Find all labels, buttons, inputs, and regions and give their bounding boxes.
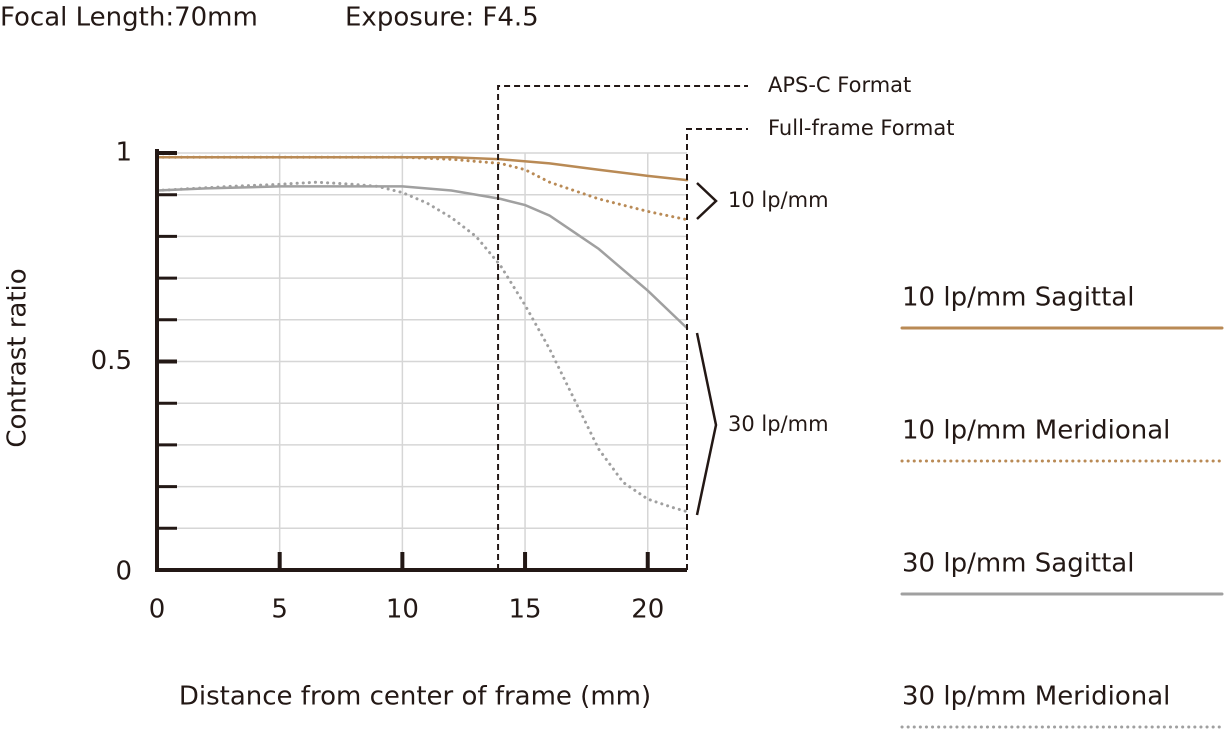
legend-label: 10 lp/mm Meridional: [902, 416, 1170, 446]
legend-label: 30 lp/mm Sagittal: [902, 549, 1134, 579]
x-tick-label: 0: [149, 595, 166, 625]
legend-label: 10 lp/mm Sagittal: [902, 283, 1134, 313]
annotation: 30 lp/mm: [728, 412, 829, 436]
y-tick-label: 1: [115, 138, 132, 168]
format-line: [497, 85, 748, 570]
data-line: [155, 180, 689, 514]
x-tick-label: 5: [271, 595, 288, 625]
annotation: 10 lp/mm: [728, 188, 829, 212]
y-tick-label: 0: [115, 557, 132, 587]
bracket: [695, 332, 718, 516]
y-tick-label: 0.5: [91, 346, 132, 376]
data-line: [155, 155, 689, 222]
x-tick-label: 15: [509, 595, 542, 625]
annotation: Full-frame Format: [768, 116, 954, 140]
x-axis-label: Distance from center of frame (mm): [179, 682, 651, 712]
bracket: [696, 182, 718, 220]
legend-label: 30 lp/mm Meridional: [902, 682, 1170, 712]
data-line: [155, 155, 689, 182]
chart-subtitle: Exposure: F4.5: [345, 3, 539, 33]
y-axis-label: Contrast ratio: [3, 268, 33, 447]
annotation: APS-C Format: [768, 73, 911, 97]
x-tick-label: 20: [631, 595, 664, 625]
x-tick-label: 10: [386, 595, 419, 625]
data-line: [155, 185, 689, 330]
format-line: [686, 128, 748, 570]
chart-title: Focal Length:70mm: [0, 3, 258, 33]
